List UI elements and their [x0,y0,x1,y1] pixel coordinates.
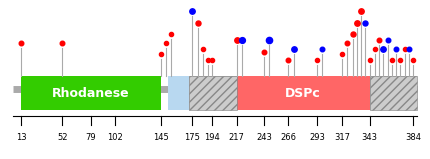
Bar [21,76,161,110]
Text: 266: 266 [280,133,296,142]
Bar [237,76,370,110]
Bar [370,76,417,110]
Text: 145: 145 [153,133,169,142]
Text: DSPc: DSPc [285,87,321,100]
Text: 243: 243 [256,133,272,142]
Text: 79: 79 [86,133,96,142]
Text: 194: 194 [205,133,220,142]
Text: 175: 175 [184,133,200,142]
Text: Rhodanese: Rhodanese [52,87,130,100]
Text: 52: 52 [57,133,68,142]
Text: 343: 343 [362,133,378,142]
Bar [189,76,236,110]
Text: 102: 102 [108,133,123,142]
Bar [189,76,236,110]
Bar [370,76,417,110]
Text: 217: 217 [229,133,245,142]
Text: 317: 317 [334,133,350,142]
Bar [168,76,189,110]
Text: 384: 384 [405,133,421,142]
Text: 293: 293 [309,133,325,142]
Text: 13: 13 [16,133,27,142]
